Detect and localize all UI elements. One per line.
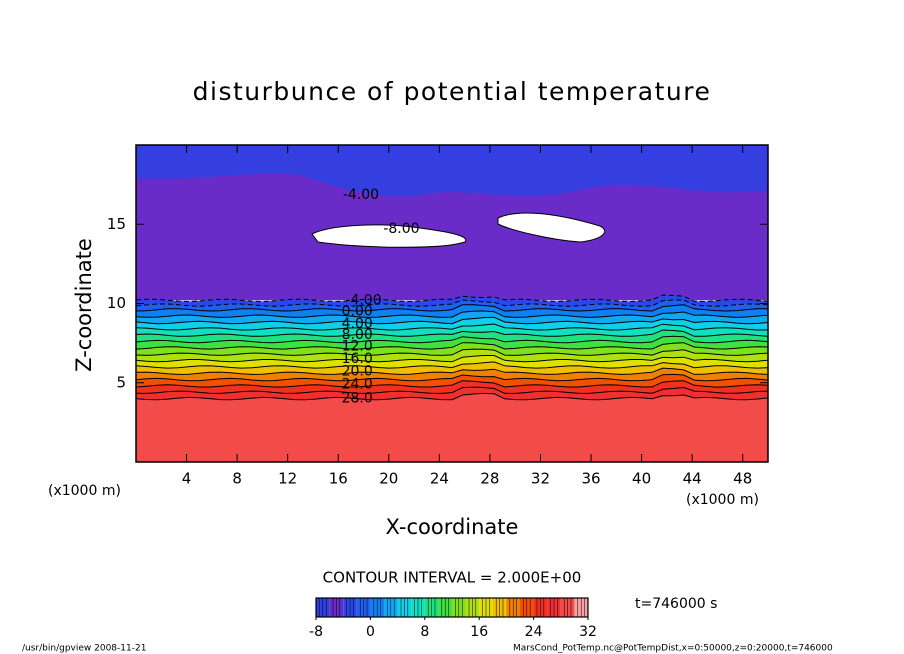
contour-line [136,348,768,356]
x-tick-label: 28 [480,470,499,488]
x-tick-label: 36 [581,470,600,488]
contour-line [136,299,768,307]
x-tick-label: 40 [632,470,651,488]
contour-line [136,342,768,350]
footer: MarsCond_PotTemp.nc@PotTempDist,x=0:5000… [513,644,833,654]
chart-title: disturbunce of potential temperature [193,77,712,106]
contour-line [136,310,768,318]
x-unit: (x1000 m) [686,492,759,508]
contour-line [136,294,768,303]
colorbar-frame [315,597,589,618]
plot-area: -4.00-8.00-4.000.004.008.0012.016.020.02… [107,144,769,488]
x-tick-label: 48 [733,470,752,488]
contour-line [136,323,768,331]
x-axis-label: X-coordinate [386,515,519,539]
field [136,145,768,462]
contour-interval: CONTOUR INTERVAL = 2.000E+00 [323,569,582,587]
contour-line [136,304,768,312]
colorbar-tick-label: 16 [470,624,488,640]
x-tick-label: 4 [182,470,192,488]
low-patch [497,212,606,243]
y-tick-label: 10 [107,294,126,312]
contour-label: 24.0 [342,376,373,392]
contour-line [136,392,768,401]
contour-label: -4.00 [345,292,381,308]
colorbar-tick-label: 8 [420,624,429,640]
contour-line [136,316,768,325]
contour-line [136,361,768,369]
contour-line [136,335,768,344]
footer: /usr/bin/gpview 2008-11-21 [22,644,146,654]
contour-label: 12.0 [342,338,373,354]
time-label: t=746000 s [635,596,717,612]
x-tick-label: 20 [379,470,398,488]
contour-line [136,373,768,382]
contour-line [136,355,768,363]
contour-label: 0.00 [342,303,373,319]
contour-label: 8.00 [342,327,373,343]
contour-label: -8.00 [383,221,419,237]
contour-label: 20.0 [342,364,373,380]
x-tick-label: 44 [683,470,702,488]
contour-label: -4.00 [343,187,379,203]
x-tick-label: 32 [531,470,550,488]
y-tick-label: 15 [107,215,126,233]
contour-line [136,386,768,394]
colorbar-tick-label: 0 [366,624,375,640]
low-patch [311,224,467,248]
contour-label: 16.0 [342,351,373,367]
colorbar-tick-label: 24 [525,624,543,640]
colorbar-tick-label: -8 [309,624,323,640]
colorbar-tick-label: 32 [579,624,597,640]
x-unit: (x1000 m) [48,483,121,499]
x-tick-label: 24 [430,470,449,488]
contour-line [136,367,768,375]
y-tick-label: 5 [116,373,126,391]
contour-label: 28.0 [342,391,373,407]
x-tick-label: 12 [278,470,297,488]
band [136,393,768,462]
upper-region [136,145,768,196]
x-tick-label: 8 [232,470,242,488]
x-tick-label: 16 [329,470,348,488]
contour-label: 4.00 [342,316,373,332]
contour-line [136,380,768,388]
contour-line [136,329,768,337]
y-axis-label: Z-coordinate [72,238,96,372]
